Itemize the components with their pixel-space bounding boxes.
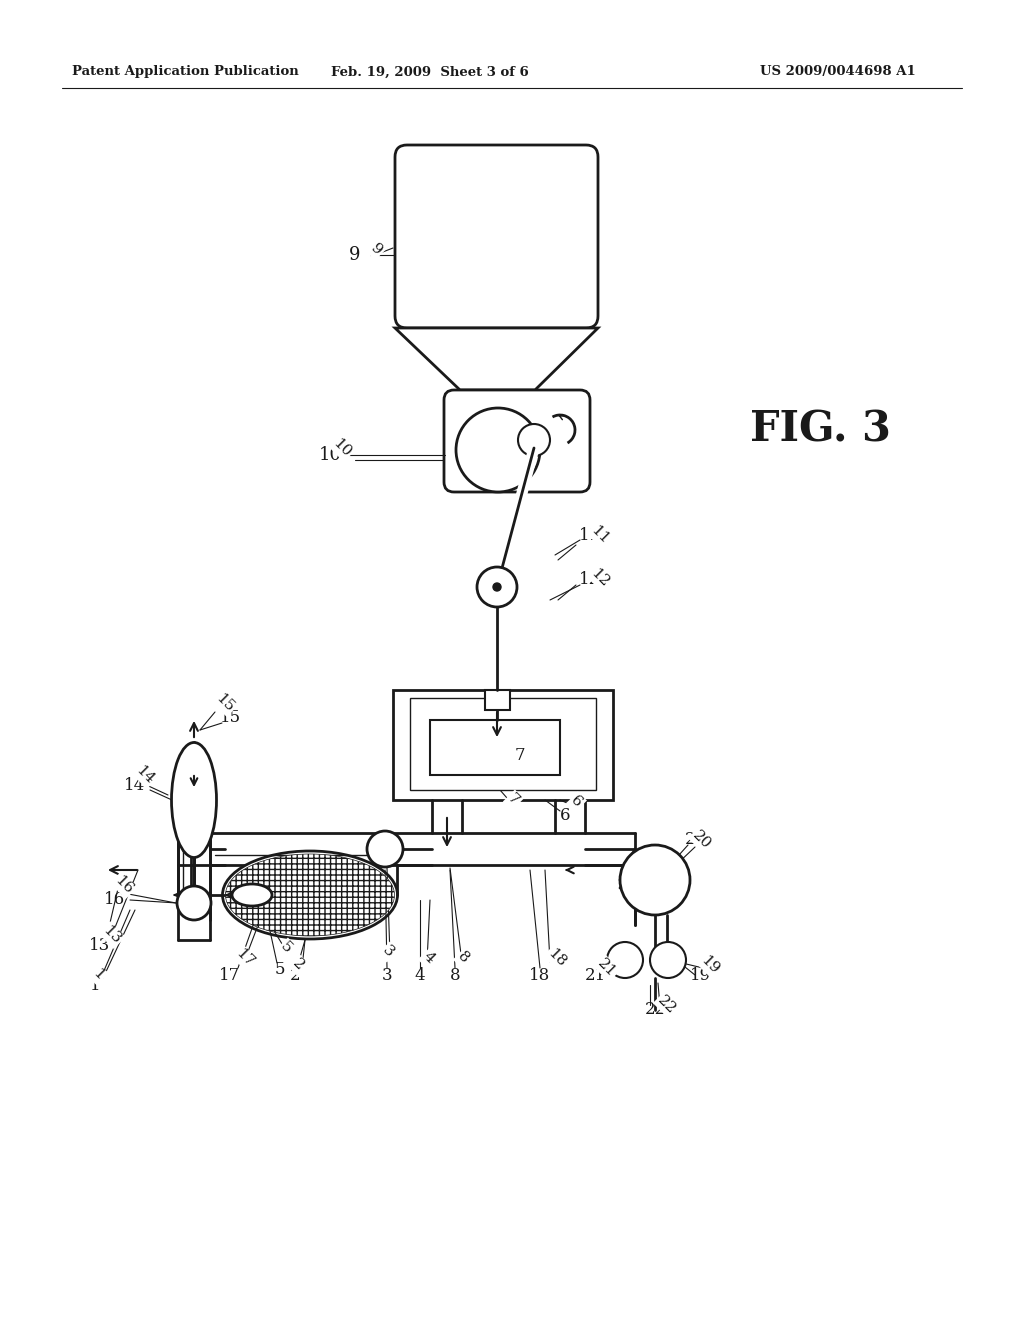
Text: 4: 4 [415,966,425,983]
Text: 5: 5 [274,961,286,978]
Ellipse shape [222,851,397,939]
Text: 1: 1 [90,977,100,994]
Circle shape [650,942,686,978]
Text: 6: 6 [568,793,585,810]
Text: 22: 22 [644,1002,666,1019]
Text: 13: 13 [89,936,111,953]
Text: 3: 3 [382,966,392,983]
Ellipse shape [232,884,272,906]
FancyBboxPatch shape [395,145,598,327]
Text: 11: 11 [580,527,601,544]
Text: 7: 7 [505,792,521,808]
Text: 8: 8 [450,966,461,983]
Text: 17: 17 [219,966,241,983]
Text: 2: 2 [290,957,307,973]
Circle shape [456,408,540,492]
Text: 14: 14 [133,763,157,787]
Text: 14: 14 [124,776,145,793]
FancyBboxPatch shape [444,389,590,492]
Text: 12: 12 [580,572,601,589]
Text: 8: 8 [455,949,472,966]
Polygon shape [395,327,598,389]
Text: 11: 11 [588,523,611,546]
Text: 12: 12 [588,566,611,590]
Text: 1: 1 [90,966,106,983]
Text: 9: 9 [349,246,360,264]
Text: US 2009/0044698 A1: US 2009/0044698 A1 [760,66,915,78]
Text: FIG. 3: FIG. 3 [750,409,891,451]
Text: 10: 10 [330,436,353,459]
Circle shape [477,568,517,607]
Circle shape [493,583,501,591]
Text: 2: 2 [290,966,300,983]
Bar [410,698,596,789]
Ellipse shape [225,854,394,936]
Ellipse shape [171,742,216,858]
Bar [485,690,510,710]
Circle shape [367,832,403,867]
Text: 15: 15 [219,710,241,726]
Text: 18: 18 [545,946,568,970]
Text: 20: 20 [690,828,714,851]
Bar [430,719,560,775]
Bar [393,690,613,800]
Text: 17: 17 [233,946,257,970]
Text: 4: 4 [420,949,437,966]
Text: 20: 20 [684,832,706,849]
Text: Patent Application Publication: Patent Application Publication [72,66,299,78]
Text: 13: 13 [100,923,124,946]
Circle shape [177,886,211,920]
Circle shape [620,845,690,915]
Text: Feb. 19, 2009  Sheet 3 of 6: Feb. 19, 2009 Sheet 3 of 6 [331,66,528,78]
Text: 21: 21 [595,956,618,979]
Text: 7: 7 [515,747,525,763]
Text: 21: 21 [585,966,605,983]
Text: 15: 15 [213,692,237,715]
Text: 18: 18 [529,966,551,983]
Text: 19: 19 [689,966,711,983]
Text: 16: 16 [104,891,126,908]
Text: 16: 16 [112,873,136,896]
Text: 9: 9 [368,242,385,259]
Text: 22: 22 [655,993,679,1016]
Circle shape [607,942,643,978]
Text: 19: 19 [698,953,722,977]
Text: 3: 3 [380,944,396,961]
Circle shape [518,424,550,455]
Text: 6: 6 [560,807,570,824]
Text: 10: 10 [318,446,341,465]
Text: 5: 5 [278,940,295,957]
